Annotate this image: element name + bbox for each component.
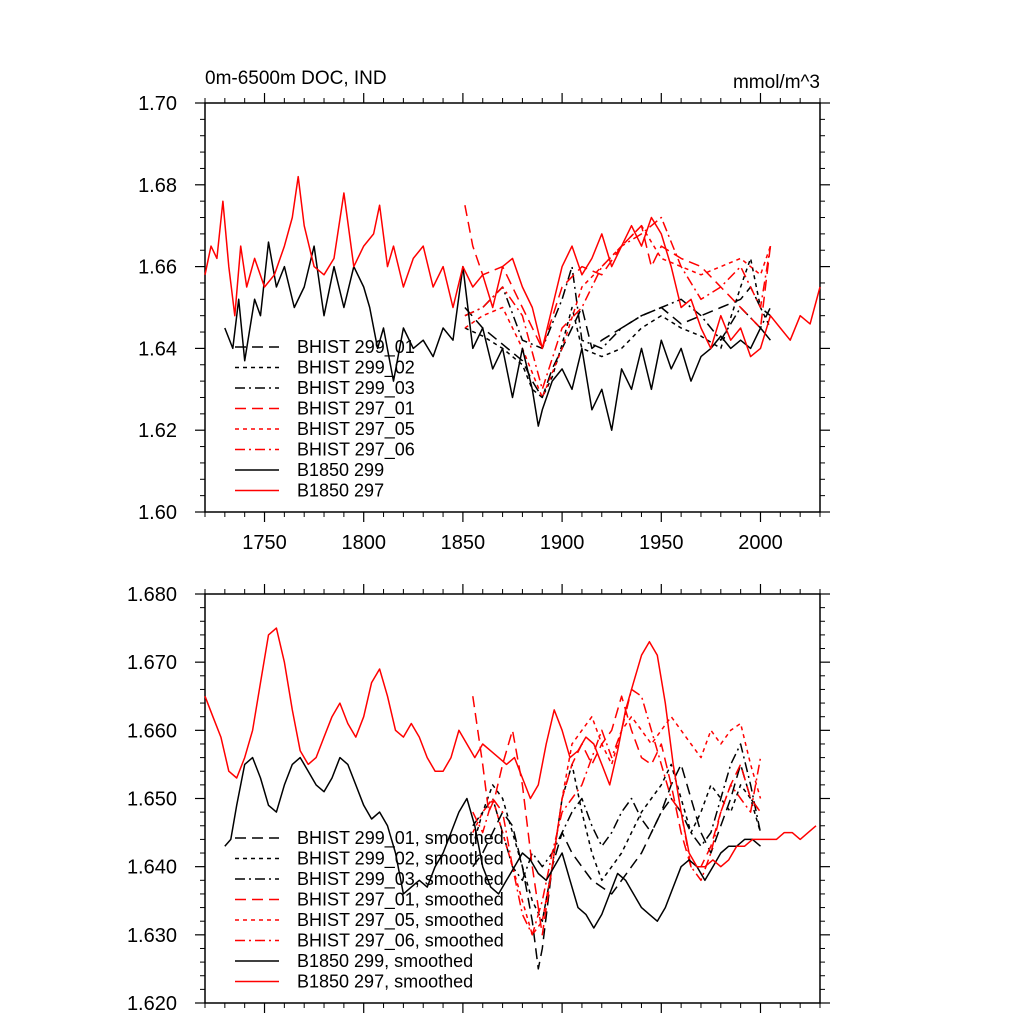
series-line-bhist-297-05-smoothed bbox=[472, 715, 762, 936]
y-tick-label: 1.630 bbox=[127, 925, 177, 947]
x-tick-label: 1750 bbox=[242, 532, 287, 554]
series-line-b1850-297-smoothed bbox=[204, 627, 817, 868]
legend-label: BHIST 299_01, smoothed bbox=[297, 828, 504, 849]
bottom-ticks: 1.620 1.630 1.640 1.650 1.660 1.670 1.680 bbox=[127, 584, 830, 1015]
x-tick-label: 1950 bbox=[639, 532, 684, 554]
y-tick-label: 1.680 bbox=[127, 584, 177, 606]
legend-label: BHIST 297_06 bbox=[297, 440, 415, 461]
series-line-bhist-297-01-smoothed bbox=[472, 695, 762, 936]
y-tick-label: 1.670 bbox=[127, 652, 177, 674]
series-line-bhist-299-03-smoothed bbox=[472, 743, 762, 882]
series-line-b1850-299-smoothed bbox=[224, 756, 761, 929]
top-plot-frame bbox=[204, 102, 821, 513]
series-line-bhist-299-02-smoothed bbox=[472, 763, 762, 922]
legend-label: BHIST 297_01 bbox=[297, 399, 415, 420]
series-line-bhist-297-06-smoothed bbox=[472, 688, 762, 936]
legend-label: BHIST 299_01 bbox=[297, 337, 415, 358]
bottom-series-group bbox=[204, 627, 817, 970]
y-tick-label: 1.64 bbox=[138, 338, 177, 360]
legend-label: BHIST 297_05 bbox=[297, 419, 415, 440]
y-tick-label: 1.650 bbox=[127, 789, 177, 811]
figure-title: 0m-6500m DOC, IND bbox=[205, 68, 387, 89]
legend-label: BHIST 297_01, smoothed bbox=[297, 890, 504, 911]
legend-label: BHIST 297_05, smoothed bbox=[297, 910, 504, 931]
legend-label: BHIST 299_02 bbox=[297, 358, 415, 379]
y-tick-label: 1.66 bbox=[138, 257, 177, 279]
units-label: mmol/m^3 bbox=[733, 72, 820, 93]
legend-label: BHIST 299_03, smoothed bbox=[297, 869, 504, 890]
legend-label: BHIST 299_02, smoothed bbox=[297, 849, 504, 870]
legend-label: B1850 299 bbox=[297, 460, 384, 480]
series-line-bhist-299-02 bbox=[464, 257, 772, 399]
legend-label: BHIST 299_03 bbox=[297, 378, 415, 399]
series-line-bhist-299-03 bbox=[464, 265, 772, 350]
y-tick-label: 1.68 bbox=[138, 175, 177, 197]
y-tick-label: 1.62 bbox=[138, 420, 177, 442]
y-tick-label: 1.60 bbox=[138, 502, 177, 524]
legend-label: B1850 297 bbox=[297, 481, 384, 501]
bottom-chart-panel: 1.620 1.630 1.640 1.650 1.660 1.670 1.680 BHIS… bbox=[127, 584, 830, 1015]
top-ticks: 1750 1800 1850 1900 1950 2000 1.60 1.62 1.64 1.66… bbox=[138, 93, 830, 554]
series-line-b1850-297 bbox=[204, 175, 821, 358]
y-tick-label: 1.70 bbox=[138, 93, 177, 115]
top-chart-panel: 1750 1800 1850 1900 1950 2000 1.60 1.62 1.64 1.66… bbox=[138, 93, 830, 554]
legend-label: BHIST 297_06, smoothed bbox=[297, 931, 504, 952]
legend-label: B1850 299, smoothed bbox=[297, 951, 473, 971]
top-series-group bbox=[204, 175, 821, 431]
x-tick-label: 1800 bbox=[341, 532, 386, 554]
legend-label: B1850 297, smoothed bbox=[297, 972, 473, 992]
y-tick-label: 1.660 bbox=[127, 720, 177, 742]
y-tick-label: 1.640 bbox=[127, 857, 177, 879]
x-tick-label: 2000 bbox=[738, 532, 783, 554]
series-line-bhist-297-05 bbox=[464, 224, 772, 399]
series-line-b1850-299 bbox=[224, 241, 771, 431]
x-tick-label: 1900 bbox=[540, 532, 585, 554]
x-tick-label: 1850 bbox=[441, 532, 486, 554]
y-tick-label: 1.620 bbox=[127, 993, 177, 1015]
